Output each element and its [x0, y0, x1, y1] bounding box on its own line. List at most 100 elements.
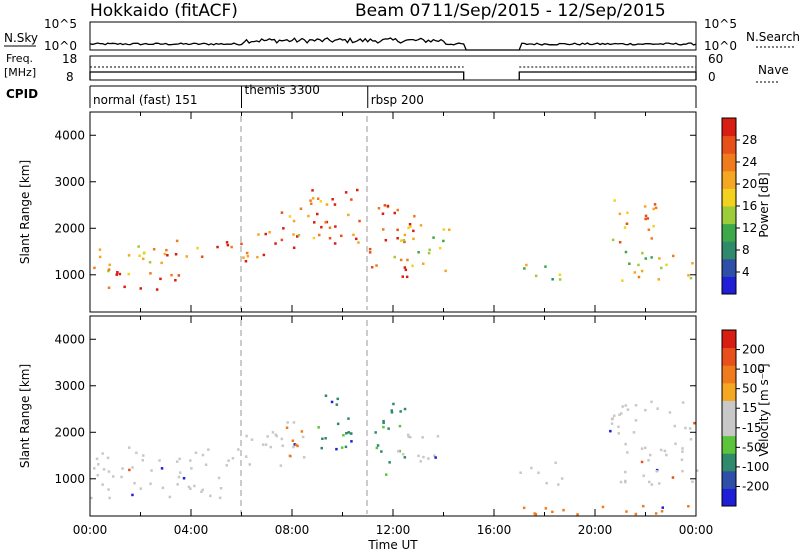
echo-cell [141, 459, 144, 462]
echo-cell [139, 287, 142, 290]
echo-cell [280, 211, 284, 214]
echo-cell [335, 403, 339, 406]
velocity-colorbar-tick-label: 100 [742, 362, 765, 376]
velocity-colorbar-swatch [722, 400, 736, 419]
echo-cell [392, 402, 395, 406]
echo-cell [310, 202, 313, 205]
power-colorbar-tick-label: 4 [742, 265, 750, 279]
echo-cell [386, 204, 390, 208]
echo-cell [311, 189, 314, 192]
power-colorbar-tick-label: 28 [742, 133, 757, 147]
echo-cell [148, 261, 152, 264]
echo-cell [397, 449, 400, 453]
power-colorbar-swatch [722, 258, 736, 277]
echo-cell [620, 412, 623, 415]
echo-cell [442, 239, 445, 243]
velocity-colorbar-swatch [722, 470, 736, 489]
velocity-colorbar-tick-label: -100 [742, 460, 769, 474]
echo-cell [625, 222, 629, 225]
echo-cell [333, 203, 337, 206]
echo-cell [291, 439, 295, 442]
echo-cell [242, 256, 245, 259]
velocity-colorbar-swatch [722, 453, 736, 472]
echo-cell [523, 267, 526, 270]
y-tick-label: 2000 [54, 425, 85, 439]
echo-cell [257, 233, 260, 236]
echo-cell [300, 430, 304, 433]
echo-cell [312, 236, 316, 240]
echo-cell [311, 197, 315, 200]
nsky-tick-bottom: 10^0 [44, 39, 77, 53]
echo-cell [138, 254, 141, 257]
velocity-colorbar-tick-label: -50 [742, 440, 762, 454]
echo-cell [107, 268, 111, 271]
echo-cell [681, 447, 684, 450]
echo-cell [288, 215, 292, 218]
echo-cell [237, 448, 240, 451]
y-tick-label: 1000 [54, 472, 85, 486]
nave-label: Nave [758, 63, 789, 77]
echo-cell [274, 433, 278, 436]
echo-cell [624, 470, 627, 474]
echo-cell [403, 407, 407, 411]
echo-cell [107, 488, 110, 491]
nsearch-tick-top: 10^5 [704, 17, 737, 31]
echo-cell [688, 427, 692, 430]
power-colorbar-swatch [722, 118, 736, 137]
x-tick-label: 00:00 [73, 523, 108, 537]
echo-cell [279, 464, 283, 467]
velocity-colorbar-swatch [722, 418, 736, 437]
echo-cell [292, 421, 296, 424]
echo-cell [244, 455, 248, 458]
echo-cell [519, 471, 522, 474]
echo-cell [432, 236, 435, 239]
echo-cell [560, 477, 564, 480]
echo-cell [189, 487, 192, 490]
echo-cell [383, 204, 387, 207]
echo-cell [413, 215, 416, 218]
echo-cell [193, 484, 196, 488]
echo-cell [179, 471, 182, 474]
echo-cell [296, 444, 299, 448]
echo-cell [347, 213, 350, 217]
echo-cell [412, 237, 415, 241]
echo-cell [293, 443, 296, 446]
echo-cell [262, 253, 266, 257]
echo-cell [350, 198, 353, 201]
echo-cell [380, 450, 383, 453]
echo-cell [165, 248, 168, 252]
echo-cell [650, 256, 653, 259]
y-tick-label: 3000 [54, 175, 85, 189]
velocity-colorbar-swatch [722, 347, 736, 366]
echo-cell [344, 445, 348, 449]
echo-cell [396, 208, 399, 212]
echo-cell [388, 461, 391, 464]
echo-cell [142, 257, 145, 261]
echo-cell [626, 451, 629, 454]
echo-cell [216, 245, 219, 249]
velocity-colorbar-tick-label: -15 [742, 421, 762, 435]
echo-cell [663, 449, 667, 453]
echo-cell [385, 473, 388, 476]
echo-cell [101, 452, 104, 455]
echo-cell [621, 405, 624, 408]
y-tick-label: 4000 [54, 332, 85, 346]
echo-cell [554, 461, 557, 464]
freq-frame [89, 55, 697, 81]
echo-cell [689, 438, 693, 441]
echo-cell [407, 226, 410, 230]
echo-cell [356, 188, 359, 192]
echo-cell [399, 410, 402, 413]
echo-cell [637, 275, 641, 279]
echo-cell [316, 212, 319, 216]
velocity-colorbar-swatch [722, 435, 736, 454]
beam-label: Beam 07 [355, 1, 431, 21]
time-axis-label: Time UT [367, 538, 418, 552]
echo-cell [609, 429, 612, 433]
echo-cell [617, 432, 620, 435]
echo-cell [231, 457, 235, 460]
echo-cell [128, 446, 131, 449]
echo-cell [336, 397, 339, 401]
echo-cell [634, 404, 638, 407]
freq-nave-traces [89, 66, 697, 80]
